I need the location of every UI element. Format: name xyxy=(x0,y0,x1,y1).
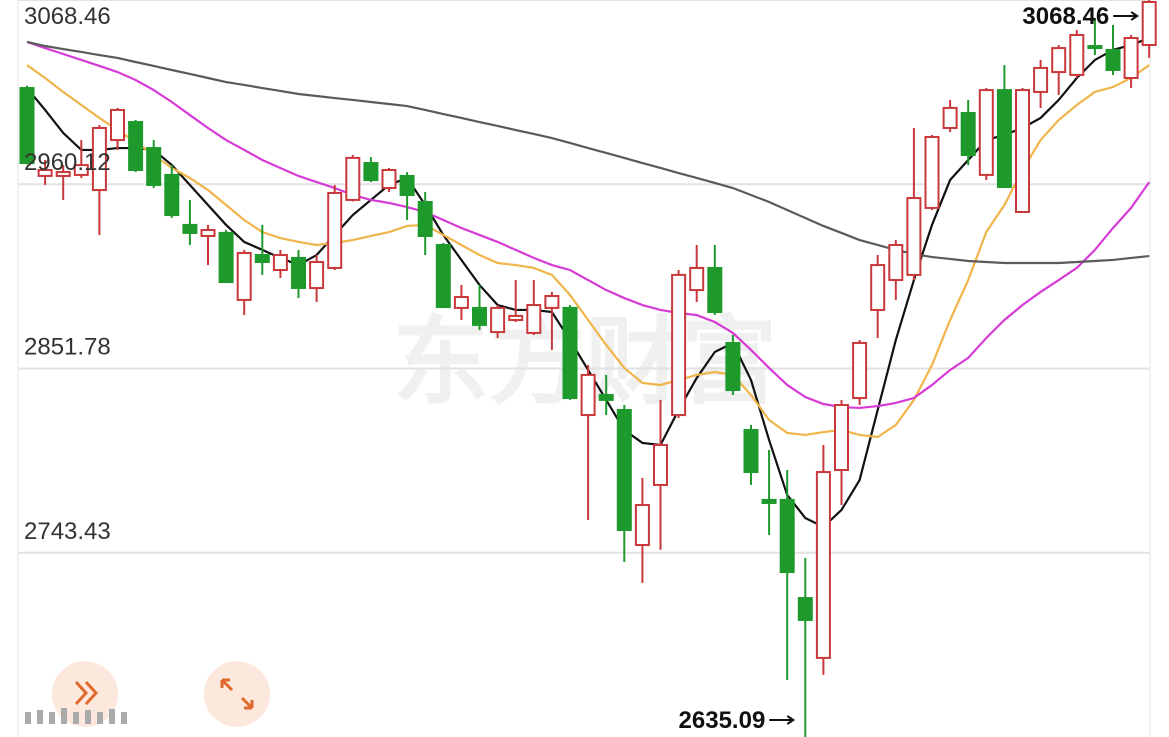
candle-body xyxy=(544,295,560,309)
candle-body xyxy=(291,256,306,290)
candle-body xyxy=(779,498,795,574)
kline-icon xyxy=(25,708,127,724)
candle-body xyxy=(598,393,614,401)
candle-body xyxy=(309,260,325,290)
candle-body xyxy=(743,429,759,474)
candle-body xyxy=(73,164,89,176)
extreme-label: 3068.46 xyxy=(1022,3,1109,30)
candle-body xyxy=(634,504,650,546)
candle-body xyxy=(128,121,144,171)
candle-body xyxy=(37,168,53,177)
candle-body xyxy=(815,471,831,659)
candle-body xyxy=(453,296,469,309)
y-tick-label: 3068.46 xyxy=(24,3,111,30)
candle-body xyxy=(797,597,813,621)
candle-body xyxy=(526,304,542,334)
candle-body xyxy=(19,87,35,165)
candle-body xyxy=(870,264,886,311)
candle-body xyxy=(1033,66,1049,93)
candle-body xyxy=(978,89,994,176)
candle-body xyxy=(236,251,252,301)
candle-body xyxy=(580,373,596,417)
moving-average-line xyxy=(26,64,1150,439)
candle-body xyxy=(200,229,216,237)
candle-body xyxy=(1051,47,1067,74)
candle-body xyxy=(218,231,234,284)
candle-body xyxy=(996,89,1012,189)
candle-body xyxy=(1141,0,1157,46)
candle-body xyxy=(725,341,741,392)
candle-body xyxy=(834,404,849,471)
y-tick-label: 2851.78 xyxy=(24,333,111,360)
candle-body xyxy=(562,306,578,400)
candle-body xyxy=(924,136,940,209)
expand-icon xyxy=(220,678,254,710)
candle-body xyxy=(381,168,397,190)
candle-body xyxy=(146,147,162,186)
candle-body xyxy=(761,498,777,504)
candle-body xyxy=(254,254,270,263)
candle-body xyxy=(888,243,904,282)
y-tick-label: 2960.12 xyxy=(24,149,111,176)
candle-body xyxy=(472,306,487,326)
extreme-arrow xyxy=(769,715,796,725)
candle-body xyxy=(1105,48,1121,71)
candle-body xyxy=(942,106,958,129)
candle-body xyxy=(960,112,976,157)
candle-body xyxy=(671,273,687,417)
toolbar xyxy=(25,661,270,727)
y-tick-label: 2743.43 xyxy=(24,518,111,545)
candle-body xyxy=(1123,37,1139,79)
candle-body xyxy=(1087,45,1103,50)
candle-body xyxy=(435,243,451,309)
candle-body xyxy=(852,341,868,400)
candle-body xyxy=(91,126,107,192)
candle-body xyxy=(616,408,632,532)
candle-body xyxy=(906,197,922,276)
candle-body xyxy=(182,223,198,234)
extreme-label: 2635.09 xyxy=(679,707,766,734)
moving-average-line xyxy=(26,40,1150,265)
collapse-icon xyxy=(74,680,99,706)
candle-body xyxy=(1015,89,1030,213)
candle-body xyxy=(327,191,343,269)
candle-body xyxy=(110,108,125,142)
candle-body xyxy=(399,174,415,196)
candle-body xyxy=(272,254,288,271)
candle-body xyxy=(55,171,71,177)
candle-body xyxy=(490,306,506,334)
candle-body xyxy=(689,266,705,292)
candle-body xyxy=(417,200,433,237)
extreme-arrow xyxy=(1113,11,1140,21)
candle-body xyxy=(508,314,524,321)
candle-body xyxy=(363,162,379,182)
moving-average-line xyxy=(26,40,1151,410)
candle-body xyxy=(707,266,723,313)
candle-body xyxy=(345,156,361,201)
candle-body xyxy=(1069,33,1085,76)
candle-body xyxy=(164,173,180,217)
expand-button[interactable] xyxy=(204,661,270,727)
candle-body xyxy=(653,443,668,486)
